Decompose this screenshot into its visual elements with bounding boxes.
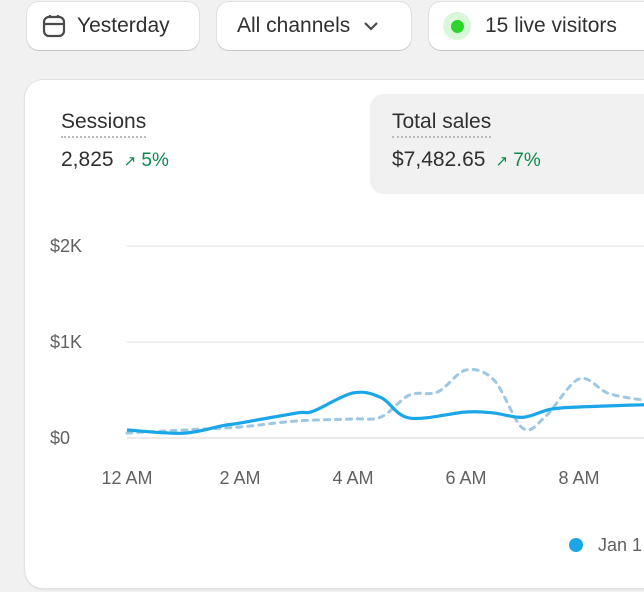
arrow-up-right-icon: ↗ xyxy=(123,153,137,170)
metric-total-sales[interactable]: Total sales $7,482.65 ↗ 7% xyxy=(370,94,644,194)
x-tick-label: 12 AM xyxy=(101,468,152,488)
x-tick-label: 4 AM xyxy=(332,468,373,488)
channel-label: All channels xyxy=(237,14,351,37)
metric-sessions[interactable]: Sessions 2,825 ↗ 5% xyxy=(39,94,359,194)
live-dot-icon xyxy=(443,12,471,40)
primary-series-line xyxy=(126,390,644,435)
live-visitors-label: 15 live visitors xyxy=(485,14,617,37)
arrow-up-right-icon: ↗ xyxy=(495,153,509,170)
metric-value: $7,482.65 xyxy=(392,148,486,171)
channel-select[interactable]: All channels xyxy=(217,2,411,50)
x-tick-label: 6 AM xyxy=(445,468,486,488)
live-visitors-button[interactable]: 15 live visitors xyxy=(429,2,644,50)
analytics-card: Sessions 2,825 ↗ 5% Total sales $7,482.65… xyxy=(25,80,644,588)
x-tick-label: 2 AM xyxy=(219,468,260,488)
legend-marker xyxy=(569,538,583,552)
metric-value: 2,825 xyxy=(61,148,114,171)
date-range-button[interactable]: Yesterday xyxy=(27,2,199,50)
metric-delta: 5% xyxy=(141,150,169,171)
calendar-icon xyxy=(42,15,66,38)
x-tick-label: 8 AM xyxy=(558,468,599,488)
y-tick-label: $0 xyxy=(50,428,70,448)
chevron-down-icon xyxy=(364,22,379,31)
metric-delta: 7% xyxy=(513,150,541,171)
y-tick-label: $1K xyxy=(50,332,82,352)
comparison-series-line xyxy=(125,367,644,435)
y-tick-label: $2K xyxy=(50,236,82,256)
legend-label: Jan 1 xyxy=(598,535,642,555)
metric-label: Total sales xyxy=(392,110,492,138)
metric-label: Sessions xyxy=(61,110,147,138)
date-range-label: Yesterday xyxy=(77,14,170,37)
